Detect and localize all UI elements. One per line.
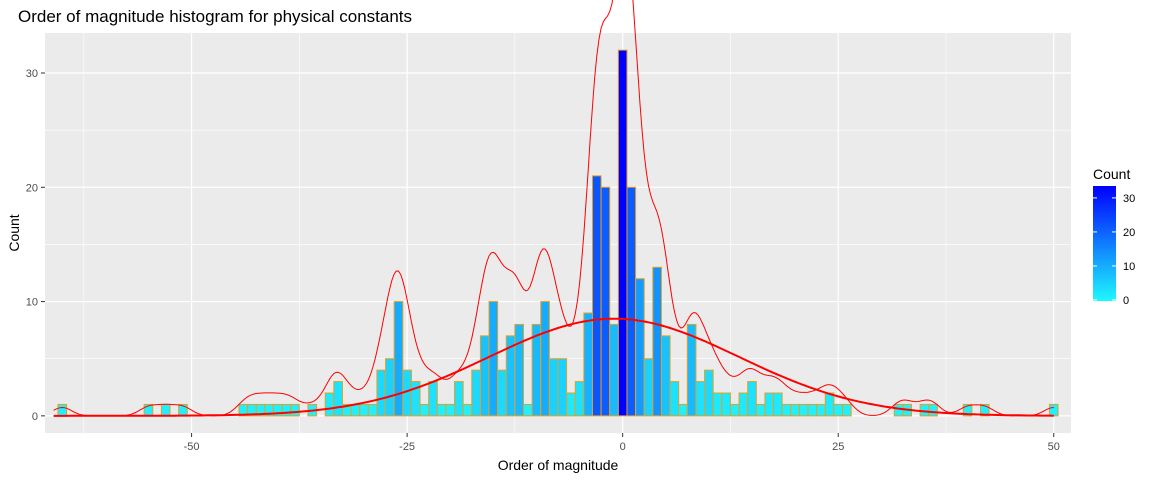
histogram-bar xyxy=(833,403,844,417)
histogram-bar xyxy=(160,403,171,417)
histogram-bar xyxy=(600,186,611,417)
y-tick-label: 30 xyxy=(26,68,38,80)
y-axis-title: Count xyxy=(6,214,22,251)
histogram-bar xyxy=(419,403,430,417)
histogram-bar xyxy=(635,278,645,417)
x-axis-title: Order of magnitude xyxy=(498,457,619,473)
histogram-bar xyxy=(376,369,387,417)
histogram-bar xyxy=(798,403,809,417)
histogram-bar xyxy=(643,358,654,417)
histogram-bar xyxy=(540,301,550,417)
legend-colorbar xyxy=(1093,186,1116,301)
histogram-bar xyxy=(928,403,938,417)
histogram-bar xyxy=(583,312,593,417)
histogram-bar xyxy=(462,403,473,417)
x-tick-label: -50 xyxy=(184,441,200,453)
histogram-bar xyxy=(333,381,343,417)
x-tick-label: 50 xyxy=(1048,441,1060,453)
histogram-bar xyxy=(566,392,576,417)
histogram-bar xyxy=(781,403,792,417)
histogram-bar xyxy=(385,358,395,417)
histogram-bar xyxy=(290,403,300,417)
histogram-bar xyxy=(471,369,481,417)
histogram-bar xyxy=(574,381,585,417)
histogram-bar xyxy=(773,392,783,417)
histogram-bar xyxy=(410,381,421,417)
histogram-bar xyxy=(591,175,602,417)
y-tick-label: 0 xyxy=(32,411,38,423)
histogram-bar xyxy=(609,323,619,417)
histogram-bar xyxy=(393,301,404,417)
histogram-bar xyxy=(842,403,852,417)
legend-tick-label: 20 xyxy=(1123,227,1135,239)
chart-title: Order of magnitude histogram for physica… xyxy=(18,7,412,26)
histogram-bar xyxy=(497,369,507,417)
histogram-bar xyxy=(359,403,369,417)
histogram-bar xyxy=(652,266,662,417)
histogram-bar xyxy=(893,403,904,417)
x-tick-label: -25 xyxy=(399,441,415,453)
color-legend: Count 0 10 20 30 xyxy=(1093,166,1135,307)
histogram-bar xyxy=(428,381,438,417)
histogram-bar xyxy=(324,392,335,417)
histogram-bar xyxy=(436,403,447,417)
axes: -50 -25 0 25 50 0 10 20 30 xyxy=(26,68,1060,453)
x-tick-label: 0 xyxy=(620,441,626,453)
histogram-bar xyxy=(747,381,757,417)
histogram-bar xyxy=(514,323,525,417)
histogram-bar xyxy=(979,403,990,417)
histogram-bar xyxy=(548,358,559,417)
histogram-bar xyxy=(660,335,671,417)
histogram-bar xyxy=(695,381,706,417)
histogram-bar xyxy=(721,392,731,417)
normal-curve xyxy=(53,317,1054,417)
histogram-bar xyxy=(738,392,749,417)
y-tick-label: 20 xyxy=(26,182,38,194)
histogram-bar xyxy=(523,403,533,417)
histogram-bar xyxy=(704,369,714,417)
histogram-bar xyxy=(617,49,628,417)
histogram-bar xyxy=(281,403,292,417)
x-tick-label: 25 xyxy=(832,441,844,453)
histogram-bar xyxy=(367,403,378,417)
histogram-bar xyxy=(531,323,542,417)
histogram-bar xyxy=(1048,403,1059,417)
histogram-bar xyxy=(488,301,499,417)
histogram-bar xyxy=(479,335,490,417)
histogram-bar xyxy=(678,403,688,417)
legend-title: Count xyxy=(1093,166,1130,182)
y-tick-label: 10 xyxy=(26,297,38,309)
histogram-bar xyxy=(712,392,723,417)
histogram-bar xyxy=(755,403,766,417)
histogram-bar xyxy=(816,403,826,417)
histogram-bar xyxy=(669,381,680,417)
histogram-bar xyxy=(445,403,456,417)
legend-tick-label: 0 xyxy=(1123,295,1129,307)
histogram-bar xyxy=(790,403,800,417)
histogram-bar xyxy=(824,392,835,417)
histogram-bar xyxy=(350,403,361,417)
histogram-bar xyxy=(626,186,637,417)
legend-tick-label: 30 xyxy=(1123,193,1135,205)
histogram-bar xyxy=(729,403,740,417)
histogram-bar xyxy=(57,403,68,417)
histogram-bar xyxy=(454,381,464,417)
histogram-bar xyxy=(764,392,775,417)
legend-tick-label: 10 xyxy=(1123,261,1135,273)
histogram-bar xyxy=(807,403,818,417)
histogram-bar xyxy=(962,403,973,417)
histogram-bar xyxy=(686,323,697,417)
histogram-bar xyxy=(557,358,568,417)
